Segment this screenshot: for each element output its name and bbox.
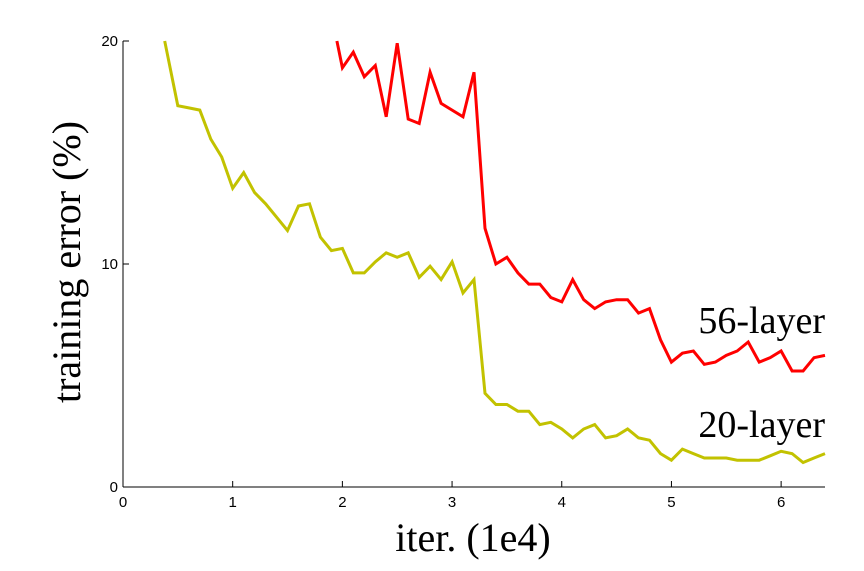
- x-axis-ticks: 0 1 2 3 4 5 6: [119, 481, 785, 511]
- x-tick-label: 0: [119, 494, 127, 511]
- x-tick-label: 6: [777, 494, 785, 511]
- y-tick-label: 20: [101, 33, 118, 50]
- series-label-56-layer: 56-layer: [698, 300, 825, 342]
- x-tick-label: 2: [338, 494, 346, 511]
- series-line-20-layer: [163, 40, 826, 465]
- y-axis-label: training error (%): [44, 121, 89, 403]
- series-line-56-layer: [335, 40, 826, 373]
- axes: 0 1 2 3 4 5 6 0 10 20: [101, 33, 825, 511]
- y-tick-label: 10: [101, 256, 118, 273]
- y-axis-ticks: 0 10 20: [101, 33, 129, 496]
- y-tick-label: 0: [110, 479, 118, 496]
- x-tick-label: 3: [448, 494, 456, 511]
- x-tick-label: 5: [667, 494, 675, 511]
- series-label-20-layer: 20-layer: [698, 404, 825, 446]
- x-tick-label: 4: [558, 494, 566, 511]
- x-tick-label: 1: [229, 494, 237, 511]
- x-axis-label: iter. (1e4): [395, 515, 551, 560]
- series-lines: [163, 40, 826, 465]
